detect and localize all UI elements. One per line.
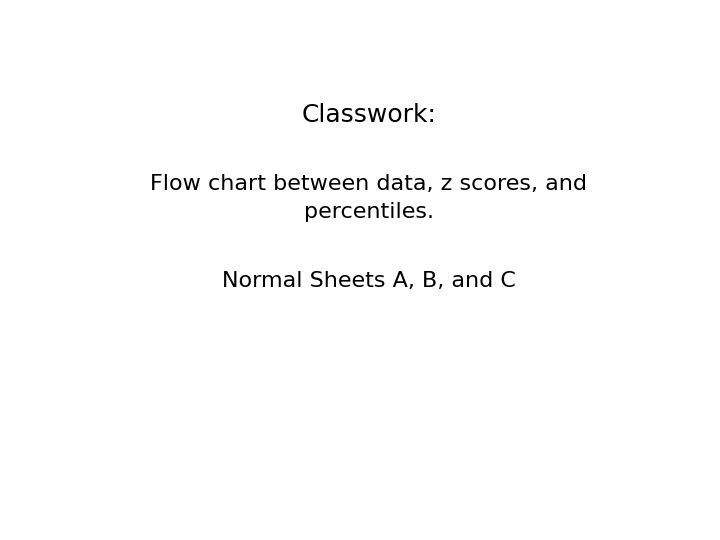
Text: Flow chart between data, z scores, and
percentiles.: Flow chart between data, z scores, and p… xyxy=(150,174,588,222)
Text: Classwork:: Classwork: xyxy=(302,103,436,127)
Text: Normal Sheets A, B, and C: Normal Sheets A, B, and C xyxy=(222,271,516,291)
